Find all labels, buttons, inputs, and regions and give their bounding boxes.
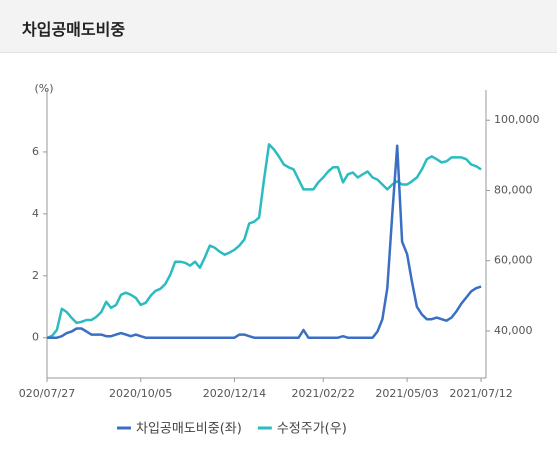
y2-tick-label: 40,000: [494, 324, 533, 337]
x-tick-label: 2021/05/03: [375, 387, 438, 400]
y-tick-label: 0: [32, 331, 39, 344]
x-tick-label: 2020/12/14: [203, 387, 266, 400]
chart-title: 차입공매도비중: [22, 20, 126, 39]
y-axis-label: (%): [34, 82, 53, 95]
x-tick-label: 2020/10/05: [109, 387, 172, 400]
x-tick-label: 2021/02/22: [292, 387, 355, 400]
y-tick-label: 4: [32, 207, 39, 220]
x-tick-label: 2021/07/12: [449, 387, 512, 400]
y-tick-label: 2: [32, 269, 39, 282]
y-tick-label: 6: [32, 145, 39, 158]
x-tick-label: 020/07/27: [19, 387, 75, 400]
series-line: [47, 144, 482, 339]
series-line: [46, 143, 482, 340]
legend-label: 차입공매도비중(좌): [136, 422, 242, 437]
header: 차입공매도비중: [0, 0, 557, 53]
y2-tick-label: 100,000: [494, 113, 540, 126]
legend-label: 수정주가(우): [277, 422, 347, 437]
y2-tick-label: 80,000: [494, 183, 533, 196]
y2-tick-label: 60,000: [494, 254, 533, 267]
